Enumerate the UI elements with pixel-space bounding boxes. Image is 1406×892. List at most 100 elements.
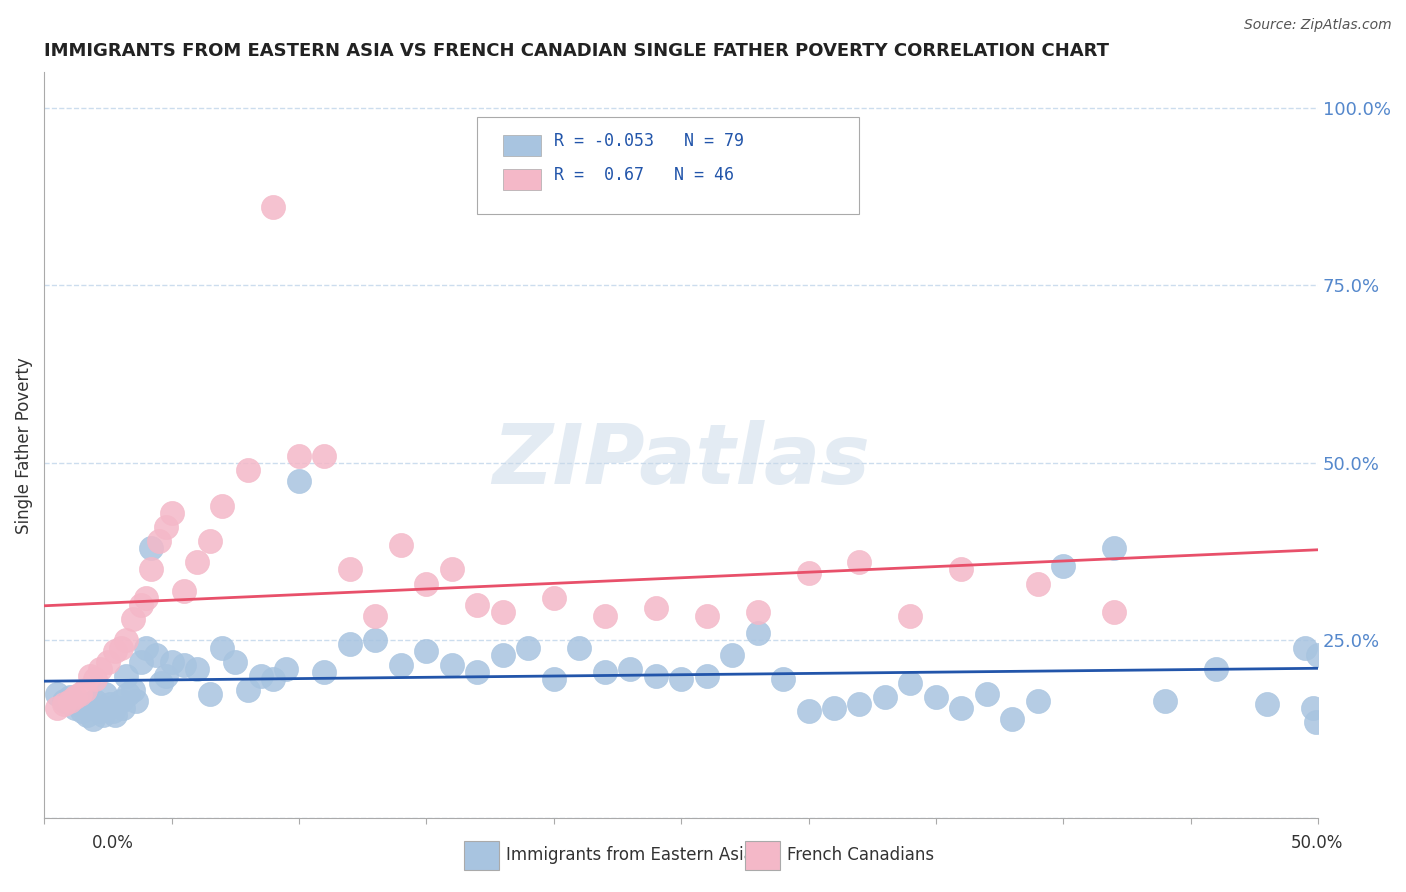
Point [186,555,208,569]
Point [98,698,121,712]
Point [139,541,162,555]
Point [125,694,148,708]
Point [94,687,117,701]
Point [145,648,167,662]
Point [797,705,820,719]
Point [772,673,794,687]
Point [79,669,101,683]
Point [1026,694,1049,708]
Point [91,708,114,723]
Point [236,683,259,698]
Text: IMMIGRANTS FROM EASTERN ASIA VS FRENCH CANADIAN SINGLE FATHER POVERTY CORRELATIO: IMMIGRANTS FROM EASTERN ASIA VS FRENCH C… [44,42,1109,60]
Point [492,648,515,662]
Point [262,200,284,214]
Point [593,665,616,680]
Point [58,690,80,705]
Point [276,662,298,676]
Point [236,463,259,477]
Text: R = -0.053   N = 79: R = -0.053 N = 79 [554,132,744,150]
Point [110,694,132,708]
Point [364,608,387,623]
Point [160,655,183,669]
Point [160,506,183,520]
Point [848,698,870,712]
Point [644,601,666,615]
Point [440,562,463,576]
Point [186,662,208,676]
Text: 50.0%: 50.0% [1291,834,1343,852]
Point [415,576,437,591]
Point [465,598,488,612]
Point [97,655,120,669]
Point [86,701,108,715]
Point [84,694,107,708]
Point [1302,701,1324,715]
Point [696,669,718,683]
Point [492,605,515,619]
Point [1104,541,1126,555]
Point [465,665,488,680]
Point [389,658,412,673]
Point [139,562,162,576]
Point [314,449,336,463]
Point [517,640,540,655]
Point [150,676,173,690]
Point [69,687,91,701]
Point [211,499,233,513]
Point [1154,694,1177,708]
Point [797,566,820,580]
Text: R =  0.67   N = 46: R = 0.67 N = 46 [554,166,734,185]
Point [63,701,86,715]
Point [747,605,769,619]
Point [339,562,361,576]
Point [155,669,177,683]
Point [76,708,98,723]
FancyBboxPatch shape [477,117,859,214]
Point [262,673,284,687]
Point [97,701,120,715]
Point [45,701,67,715]
Point [1052,558,1074,573]
Point [122,612,145,626]
Point [79,698,101,712]
Point [45,687,67,701]
Point [89,705,111,719]
Point [288,449,311,463]
Point [129,598,152,612]
Point [669,673,692,687]
Point [619,662,641,676]
Point [721,648,744,662]
Point [63,690,86,705]
Point [900,608,922,623]
Point [568,640,591,655]
Point [104,644,127,658]
Point [1308,648,1330,662]
Point [976,687,998,701]
Point [73,683,96,698]
Text: ZIPatlas: ZIPatlas [492,419,870,500]
Point [1305,715,1327,730]
Point [543,673,565,687]
Text: French Canadians: French Canadians [787,847,935,864]
Point [82,712,104,726]
Point [747,626,769,640]
Point [823,701,845,715]
Point [58,694,80,708]
Point [135,591,157,605]
Point [135,640,157,655]
Point [950,562,973,576]
Point [148,534,170,549]
Point [114,669,136,683]
Point [53,698,76,712]
Point [173,658,195,673]
FancyBboxPatch shape [503,169,541,190]
Point [1205,662,1227,676]
Point [66,698,89,712]
Point [198,534,221,549]
Point [72,705,94,719]
Point [122,683,145,698]
Point [112,701,135,715]
Point [89,662,111,676]
Point [155,520,177,534]
FancyBboxPatch shape [503,135,541,156]
